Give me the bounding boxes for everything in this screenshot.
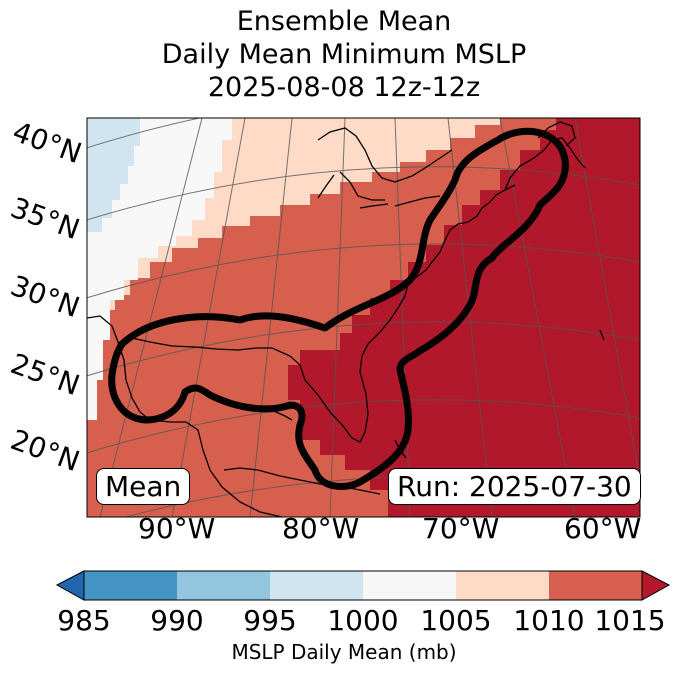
colorbar-frame [83,570,643,601]
colorbar-tick-1000: 1000 [327,604,399,637]
colorbar-label: MSLP Daily Mean (mb) [231,640,457,664]
mean-badge: Mean [96,468,191,505]
map-frame [86,117,641,518]
colorbar-segment-990-995 [177,571,270,600]
colorbar-segment-1005-1010 [456,571,549,600]
colorbar-extend-low [55,570,85,601]
map-title-line-2: Daily Mean Minimum MSLP [161,39,527,70]
mslp-contour [108,127,569,490]
colorbar-tick-990: 990 [150,604,204,637]
pressure-band-1000-1005 [87,118,232,420]
colorbar-tick-995: 995 [243,604,297,637]
map-title-line-3: 2025-08-08 12z-12z [207,72,481,103]
colorbar-tick-985: 985 [57,604,111,637]
map-title-line-1: Ensemble Mean [236,6,452,37]
colorbar-segment-1000-1005 [363,571,456,600]
colorbar-segment-985-990 [84,571,177,600]
lon-label-90w: 90°W [138,512,216,545]
colorbar-tick-1005: 1005 [420,604,492,637]
colorbar-segment-995-1000 [270,571,363,600]
colorbar-tick-1010: 1010 [513,604,585,637]
run-date-badge: Run: 2025-07-30 [388,468,641,505]
lon-label-60w: 60°W [564,512,642,545]
colorbar-tick-1015: 1015 [594,604,666,637]
lon-label-70w: 70°W [422,512,500,545]
colorbar-extend-high [641,570,671,601]
map-figure [86,117,641,518]
lon-label-80w: 80°W [282,512,360,545]
map-field [87,118,640,517]
colorbar-segment-1010-1015 [549,571,642,600]
pressure-band-995-1000 [87,118,140,232]
